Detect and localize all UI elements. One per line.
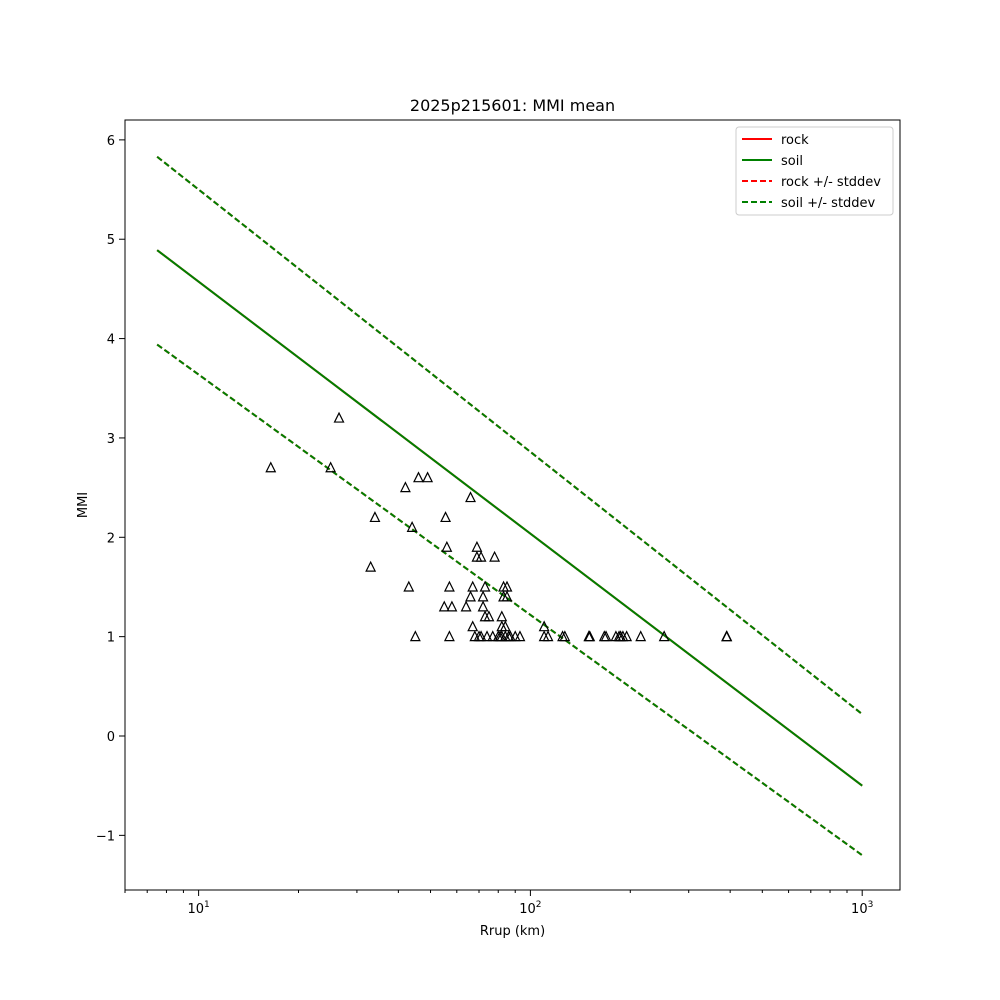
- observation-marker-3: [365, 560, 377, 572]
- legend-box: [735, 126, 894, 216]
- legend-label-2: rock +/- stddev: [781, 175, 881, 190]
- observation-marker-66: [658, 630, 670, 642]
- observation-marker-26: [475, 550, 487, 562]
- observation-marker-17: [460, 600, 472, 612]
- x-tick-label-base: 10: [851, 902, 868, 917]
- y-tick-label-7: −1: [96, 829, 115, 844]
- observation-markers: [265, 411, 733, 642]
- observation-marker-28: [477, 600, 489, 612]
- x-tick-label-exponent: 2: [536, 900, 542, 910]
- observation-marker-0: [265, 461, 277, 473]
- observation-marker-59: [600, 630, 612, 642]
- observation-marker-13: [441, 540, 453, 552]
- observation-marker-16: [446, 600, 458, 612]
- observation-marker-46: [501, 590, 513, 602]
- observation-marker-24: [471, 540, 483, 552]
- y-tick-label-1: 5: [107, 233, 115, 248]
- observation-marker-29: [477, 590, 489, 602]
- y-tick-label-6: 0: [107, 730, 115, 745]
- observation-marker-53: [542, 630, 554, 642]
- observation-marker-1: [325, 461, 337, 473]
- y-tick-label-3: 3: [107, 432, 115, 447]
- x-tick-label-exponent: 3: [868, 900, 874, 910]
- legend-label-0: rock: [781, 133, 809, 148]
- observation-marker-18: [465, 491, 476, 503]
- y-tick-label-4: 2: [107, 531, 115, 546]
- series-line-3: [156, 155, 863, 715]
- x-tick-label-base: 10: [519, 902, 536, 917]
- x-tick-label-base: 10: [187, 902, 204, 917]
- chart-title: 2025p215601: MMI mean: [410, 96, 615, 115]
- x-axis-title: Rrup (km): [480, 924, 545, 939]
- y-tick-label-0: 6: [107, 134, 115, 149]
- observation-marker-65: [635, 630, 647, 642]
- x-tick-label-2: 103: [851, 900, 873, 917]
- plot-area-frame: [124, 119, 901, 891]
- observation-marker-64: [621, 630, 633, 642]
- series-lines: [156, 155, 863, 857]
- observation-marker-15: [443, 630, 455, 642]
- observation-marker-10: [422, 471, 434, 483]
- observation-marker-21: [467, 620, 479, 632]
- observation-marker-32: [481, 630, 493, 642]
- observation-marker-39: [496, 610, 508, 622]
- observation-marker-6: [403, 580, 415, 592]
- x-tick-label-1: 102: [519, 900, 541, 917]
- y-tick-label-2: 4: [107, 333, 115, 348]
- observation-marker-44: [499, 620, 511, 632]
- x-axis-ticks: 101 102 103: [124, 890, 873, 917]
- observation-marker-19: [465, 590, 476, 602]
- observation-marker-33: [483, 610, 495, 622]
- legend: rock soil rock +/- stddev soil +/- stddev: [735, 126, 894, 216]
- observation-marker-11: [438, 600, 450, 612]
- y-axis-ticks: 6 5 4 3 2 1 0 −1: [96, 134, 125, 844]
- legend-label-1: soil: [781, 154, 803, 169]
- observation-marker-30: [479, 580, 491, 592]
- legend-label-3: soil +/- stddev: [781, 196, 876, 211]
- observation-marker-4: [369, 511, 381, 523]
- observation-marker-2: [333, 411, 345, 423]
- x-tick-label-exponent: 1: [204, 900, 210, 910]
- observation-marker-9: [413, 471, 424, 483]
- series-line-3-lower: [156, 343, 863, 857]
- observation-marker-7: [406, 521, 418, 532]
- observation-marker-20: [467, 580, 479, 592]
- observation-marker-12: [440, 511, 452, 523]
- observation-marker-55: [559, 630, 571, 642]
- y-tick-label-5: 1: [107, 631, 115, 646]
- observation-marker-50: [514, 630, 526, 642]
- observation-marker-27: [475, 630, 487, 642]
- observation-marker-5: [399, 481, 411, 493]
- series-line-1: [156, 249, 863, 787]
- x-tick-label-0: 101: [187, 900, 209, 917]
- observation-marker-68: [721, 630, 733, 642]
- observation-marker-8: [409, 630, 421, 642]
- observation-marker-14: [443, 580, 455, 592]
- observation-marker-34: [487, 630, 499, 642]
- observation-marker-35: [489, 550, 501, 562]
- observation-marker-57: [584, 630, 596, 642]
- y-axis-title: MMI: [76, 492, 91, 518]
